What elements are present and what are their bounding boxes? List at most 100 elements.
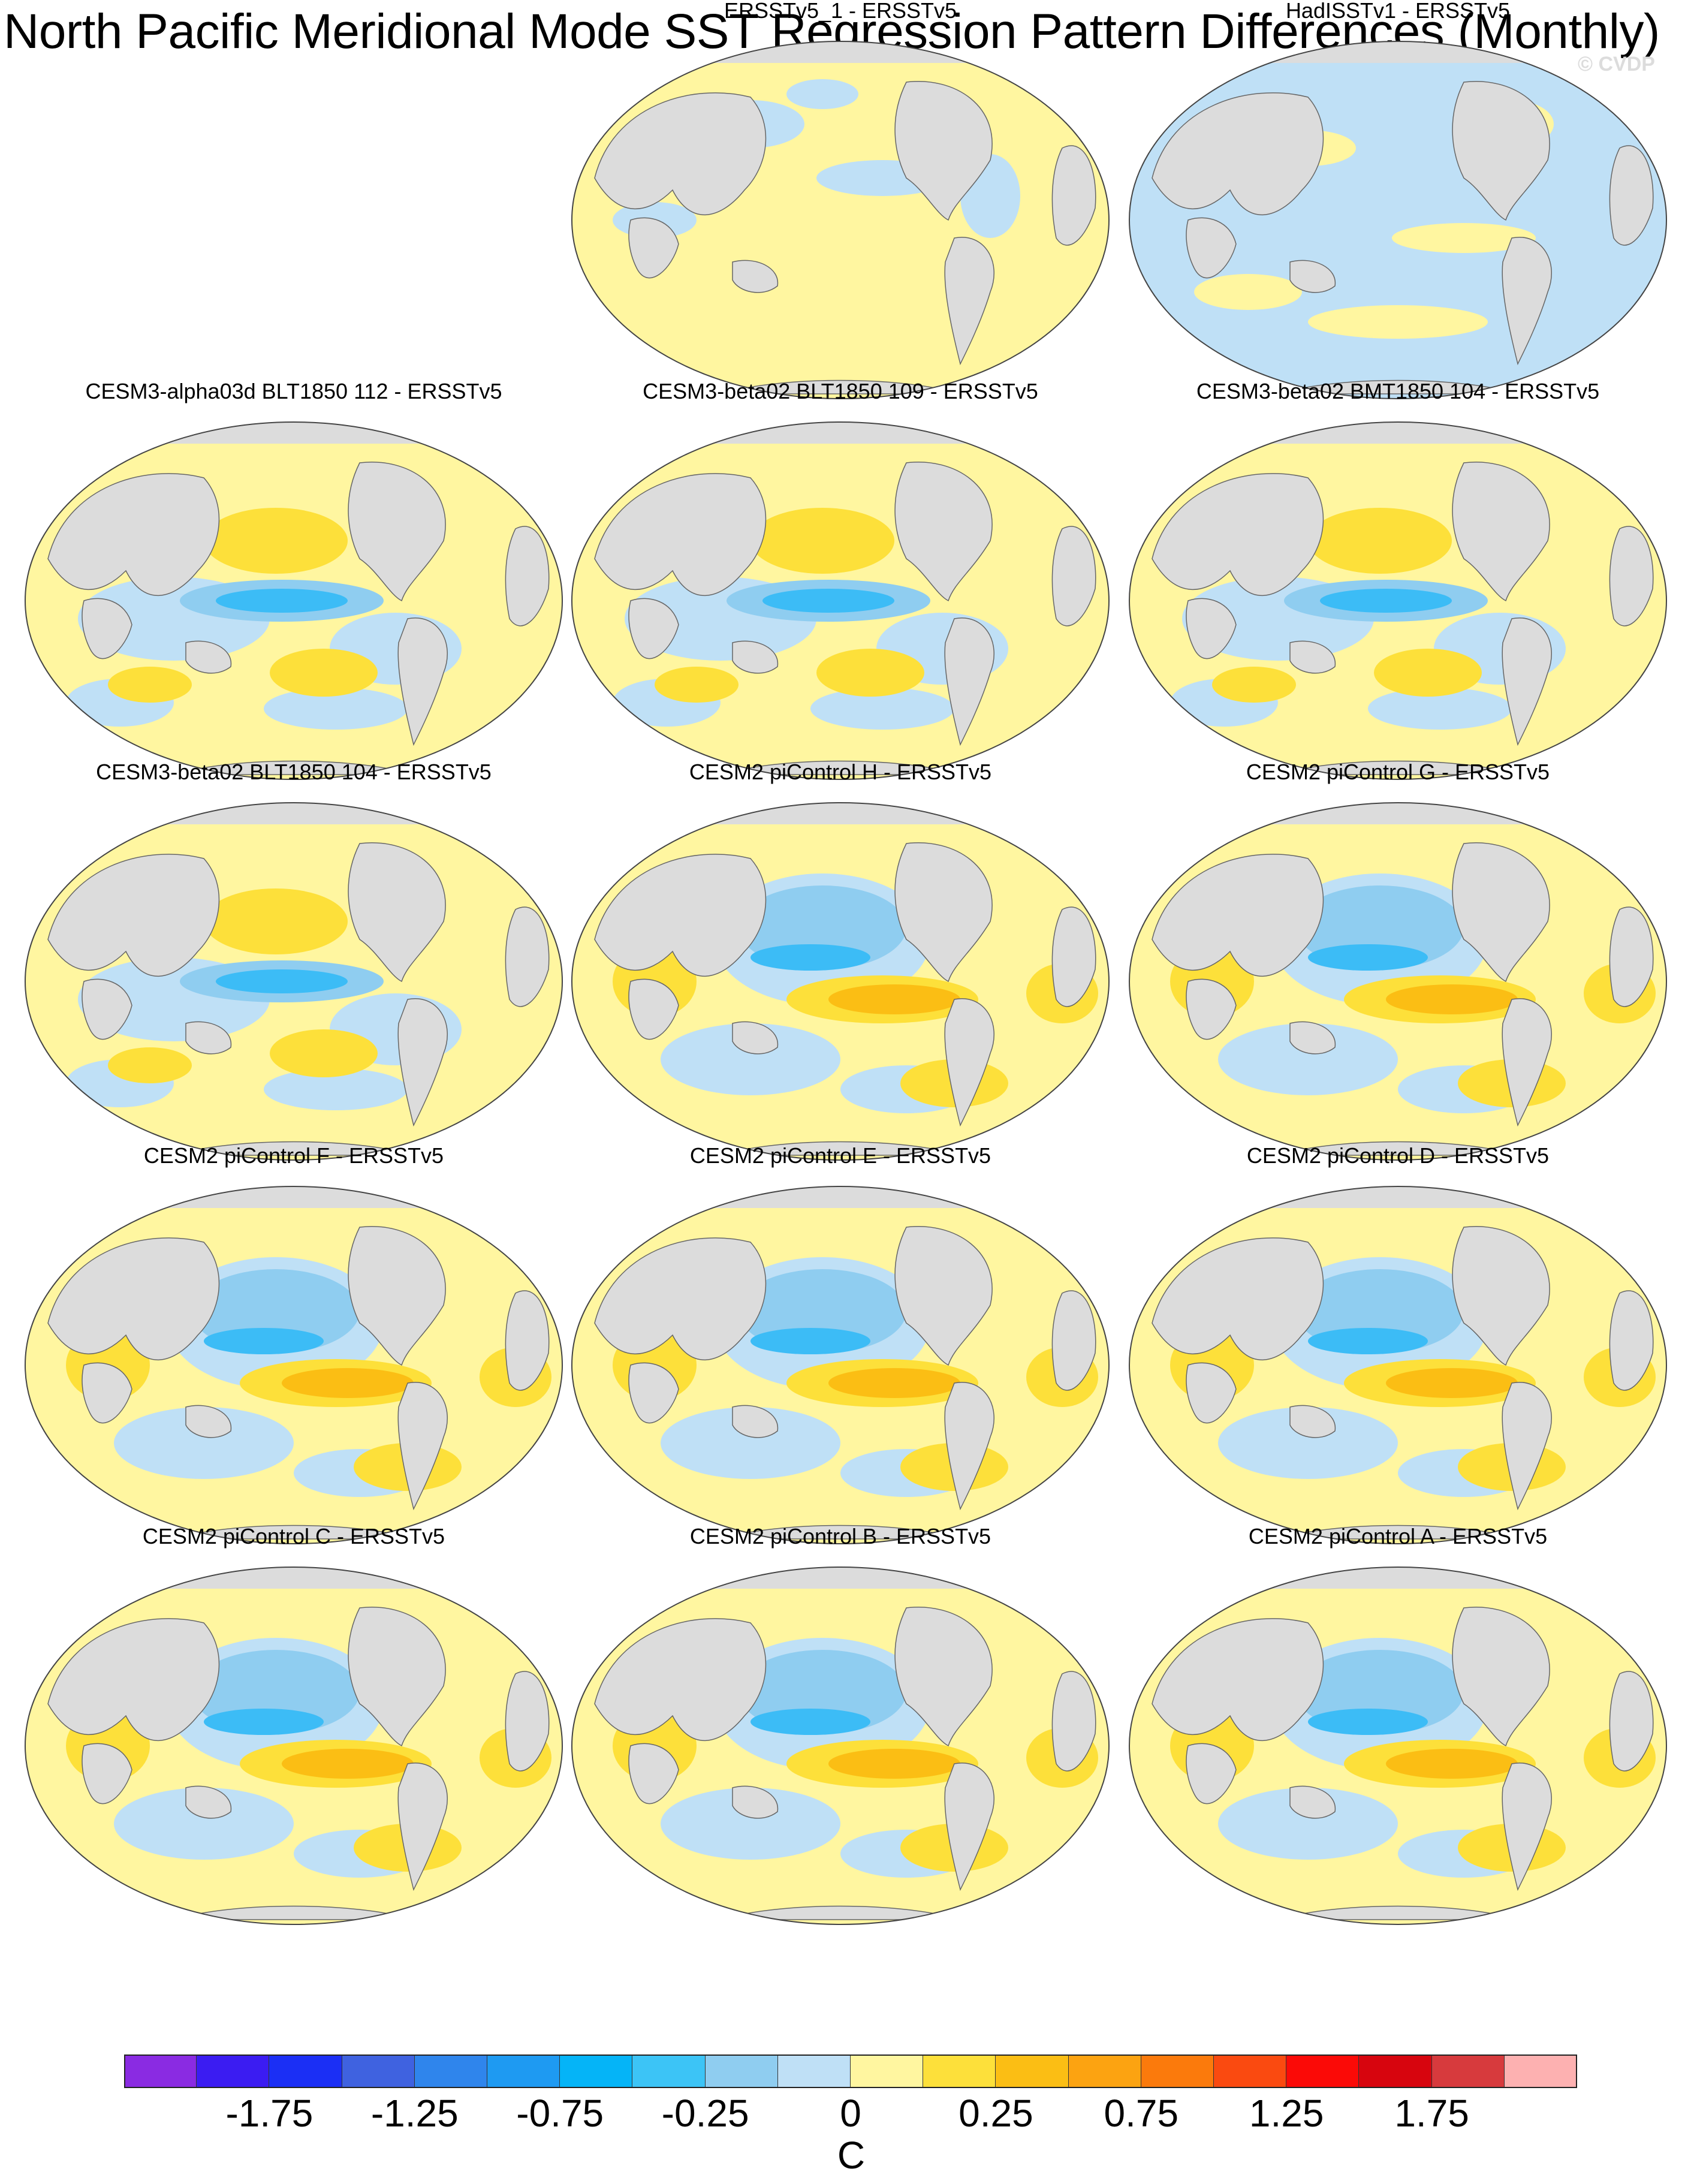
sst-anomaly-region: [270, 649, 378, 697]
sst-anomaly-region: [108, 667, 192, 703]
land-mass: [348, 1226, 446, 1366]
map-panel: CESM2 piControl F - ERSSTv5: [24, 1140, 563, 1610]
colorbar-swatch: [996, 2055, 1069, 2088]
land-mass: [1502, 1381, 1552, 1511]
land-mass: [1289, 260, 1336, 293]
colorbar-tick-label: -0.75: [516, 2092, 604, 2135]
colorbar-swatch: [777, 2055, 851, 2088]
map-outline: [25, 1567, 563, 1925]
land-mass: [1152, 1618, 1324, 1741]
watermark: © CVDP: [1578, 53, 1655, 76]
map-panel: CESM2 piControl A - ERSSTv5: [1128, 1523, 1668, 1990]
land-mass: [47, 473, 220, 596]
sst-anomaly-region: [750, 944, 870, 971]
land-mass: [628, 217, 679, 279]
land-mass: [82, 1362, 132, 1424]
robinson-map: [25, 1567, 563, 1925]
map-outline: [1129, 1186, 1667, 1544]
sst-anomaly-region: [1308, 944, 1428, 971]
sst-anomaly-region: [810, 688, 954, 730]
robinson-map: [25, 802, 563, 1161]
sst-anomaly-region: [108, 1047, 192, 1083]
land-mass: [894, 1607, 993, 1747]
sst-anomaly-region: [1218, 1788, 1398, 1860]
robinson-map: [25, 421, 563, 780]
sst-anomaly-region: [1392, 223, 1536, 253]
colorbar-tick-label: 0.75: [1104, 2092, 1179, 2135]
sst-anomaly-region: [1386, 1368, 1518, 1398]
colorbar-swatch: [632, 2055, 706, 2088]
arctic-land: [25, 1186, 562, 1208]
land-mass: [348, 462, 446, 602]
land-mass: [1452, 1226, 1550, 1366]
panel-title: CESM2 piControl H - ERSSTv5: [689, 760, 992, 784]
sst-anomaly-region: [828, 1368, 960, 1398]
robinson-map: [571, 1567, 1110, 1925]
land-mass: [185, 1021, 232, 1055]
map-panel: CESM3-beta02 BMT1850 104 - ERSSTv5: [1128, 378, 1668, 845]
land-mass: [348, 842, 446, 983]
land-mass: [82, 978, 132, 1040]
colorbar-swatch: [1141, 2055, 1214, 2088]
map-panel: ERSSTv5_1 - ERSSTv5: [571, 0, 1110, 465]
sst-anomaly-region: [264, 1068, 408, 1110]
map-outline: [1129, 802, 1667, 1161]
map-outline: [1129, 1567, 1667, 1925]
sst-anomaly-region: [828, 1749, 960, 1779]
land-mass: [1502, 998, 1552, 1127]
arctic-land: [25, 1567, 562, 1589]
colorbar-swatch: [923, 2055, 996, 2088]
colorbar: [124, 2055, 1577, 2088]
arctic-land: [572, 422, 1109, 444]
sst-anomaly-region: [282, 1749, 414, 1779]
land-mass: [1289, 1405, 1336, 1438]
sst-anomaly-region: [1320, 589, 1452, 613]
sst-anomaly-region: [282, 1368, 414, 1398]
map-panel: CESM2 piControl B - ERSSTv5: [571, 1523, 1110, 1990]
land-mass: [732, 1785, 779, 1819]
sst-anomaly-region: [750, 508, 894, 574]
colorbar-swatch: [560, 2055, 633, 2088]
map-panel: CESM2 piControl G - ERSSTv5: [1128, 757, 1668, 1226]
colorbar-tick-label: -1.75: [225, 2092, 314, 2135]
sst-anomaly-region: [1308, 1709, 1428, 1735]
land-mass: [894, 462, 993, 602]
sst-anomaly-region: [1374, 649, 1482, 697]
land-mass: [732, 640, 779, 674]
land-mass: [505, 1671, 550, 1772]
colorbar-tick-label: -1.25: [370, 2092, 459, 2135]
land-mass: [732, 1021, 779, 1055]
robinson-map: [571, 41, 1110, 399]
colorbar-swatch: [197, 2055, 270, 2088]
land-mass: [1152, 854, 1324, 977]
map-outline: [1129, 421, 1667, 780]
land-mass: [594, 92, 767, 215]
land-mass: [1289, 640, 1336, 674]
sst-anomaly-region: [1386, 984, 1518, 1014]
map-panel: CESM2 piControl C - ERSSTv5: [24, 1523, 563, 1990]
land-mass: [397, 998, 448, 1127]
colorbar-swatch: [1068, 2055, 1141, 2088]
arctic-land: [1129, 422, 1666, 444]
robinson-map: [571, 421, 1110, 780]
sst-anomaly-region: [1308, 305, 1488, 339]
sst-anomaly-region: [816, 649, 924, 697]
land-mass: [397, 1381, 448, 1511]
map-outline: [571, 41, 1110, 399]
land-mass: [1609, 145, 1654, 246]
robinson-map: [25, 1186, 563, 1544]
land-mass: [628, 1743, 679, 1805]
land-mass: [1452, 842, 1550, 983]
sst-anomaly-region: [661, 1023, 840, 1095]
sst-anomaly-region: [750, 1328, 870, 1354]
land-mass: [1609, 1671, 1654, 1772]
land-mass: [1452, 1607, 1550, 1747]
map-outline: [25, 802, 563, 1161]
colorbar-swatch: [1214, 2055, 1287, 2088]
land-mass: [47, 854, 220, 977]
land-mass: [732, 260, 779, 293]
panel-title: CESM3-beta02 BLT1850 104 - ERSSTv5: [96, 760, 492, 784]
colorbar-swatch: [342, 2055, 415, 2088]
land-mass: [628, 598, 679, 659]
map-panel: CESM2 piControl E - ERSSTv5: [571, 1140, 1110, 1610]
